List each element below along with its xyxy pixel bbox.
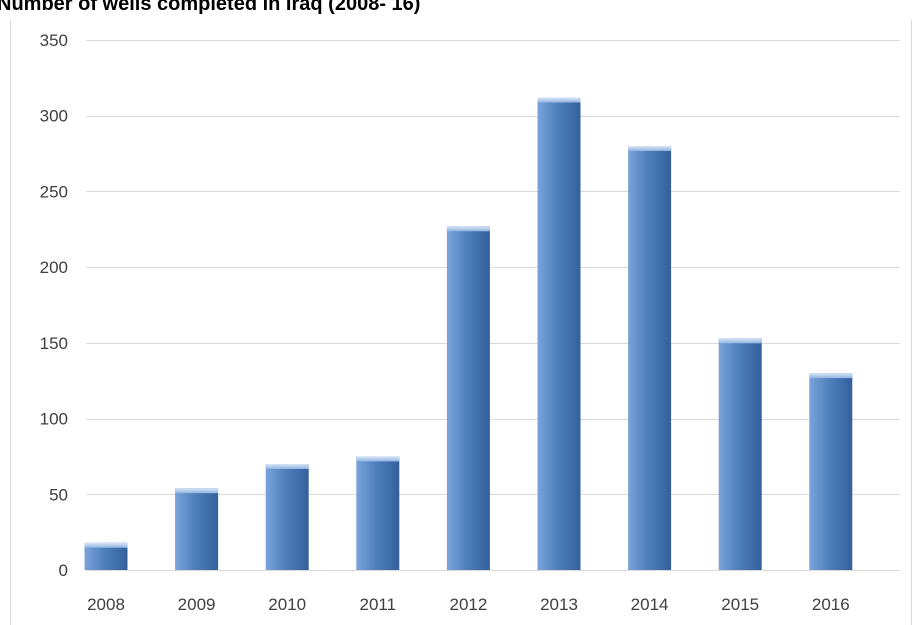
bar-cap — [628, 146, 672, 151]
y-tick-label: 100 — [40, 410, 68, 429]
bar-cap — [537, 97, 581, 103]
bars — [84, 97, 853, 571]
bar-2009 — [175, 488, 219, 570]
bar-2010 — [265, 464, 309, 570]
bar-2014 — [628, 146, 672, 570]
bar-cap — [446, 226, 490, 232]
bar-2012 — [446, 226, 490, 570]
bar — [537, 97, 581, 571]
y-tick-label: 50 — [49, 485, 68, 504]
y-tick-label: 150 — [40, 334, 68, 353]
bar-cap — [175, 488, 219, 494]
chart-title: Number of wells completed in Iraq (2008-… — [0, 0, 421, 15]
y-tick-label: 0 — [59, 561, 68, 580]
bar-2016 — [809, 373, 853, 570]
bar — [446, 226, 490, 570]
bar-2011 — [356, 456, 400, 570]
x-tick-label: 2016 — [812, 595, 850, 614]
y-tick-label: 350 — [40, 31, 68, 50]
y-tick-label: 200 — [40, 258, 68, 277]
x-tick-label: 2013 — [540, 595, 578, 614]
bar — [356, 456, 400, 570]
bar-cap — [356, 456, 400, 462]
bar-cap — [84, 542, 128, 548]
x-tick-label: 2012 — [449, 595, 487, 614]
x-tick-label: 2011 — [360, 595, 397, 614]
x-tick-label: 2010 — [268, 595, 306, 614]
bar-cap — [265, 464, 309, 469]
bar — [718, 338, 762, 570]
x-tick-label: 2014 — [631, 595, 669, 614]
y-tick-label: 300 — [40, 107, 68, 126]
y-tick-label: 250 — [40, 182, 68, 201]
y-axis-tick-labels: 0 50 100 150 200 250 300 350 — [40, 31, 68, 580]
bar — [175, 488, 219, 570]
bar-cap — [718, 338, 762, 344]
x-axis-tick-labels: 2008 2009 2010 2011 2012 2013 2014 2015 2016 — [87, 595, 850, 614]
x-tick-label: 2015 — [721, 595, 759, 614]
x-tick-label: 2008 — [87, 595, 125, 614]
x-tick-label: 2009 — [178, 595, 216, 614]
bar — [809, 373, 853, 570]
bar — [628, 146, 672, 570]
bar-cap — [809, 373, 853, 379]
bar — [265, 464, 309, 570]
bar-2008 — [84, 542, 128, 570]
bar-2013 — [537, 97, 581, 571]
gridlines — [86, 40, 900, 571]
bar-2015 — [718, 338, 762, 570]
